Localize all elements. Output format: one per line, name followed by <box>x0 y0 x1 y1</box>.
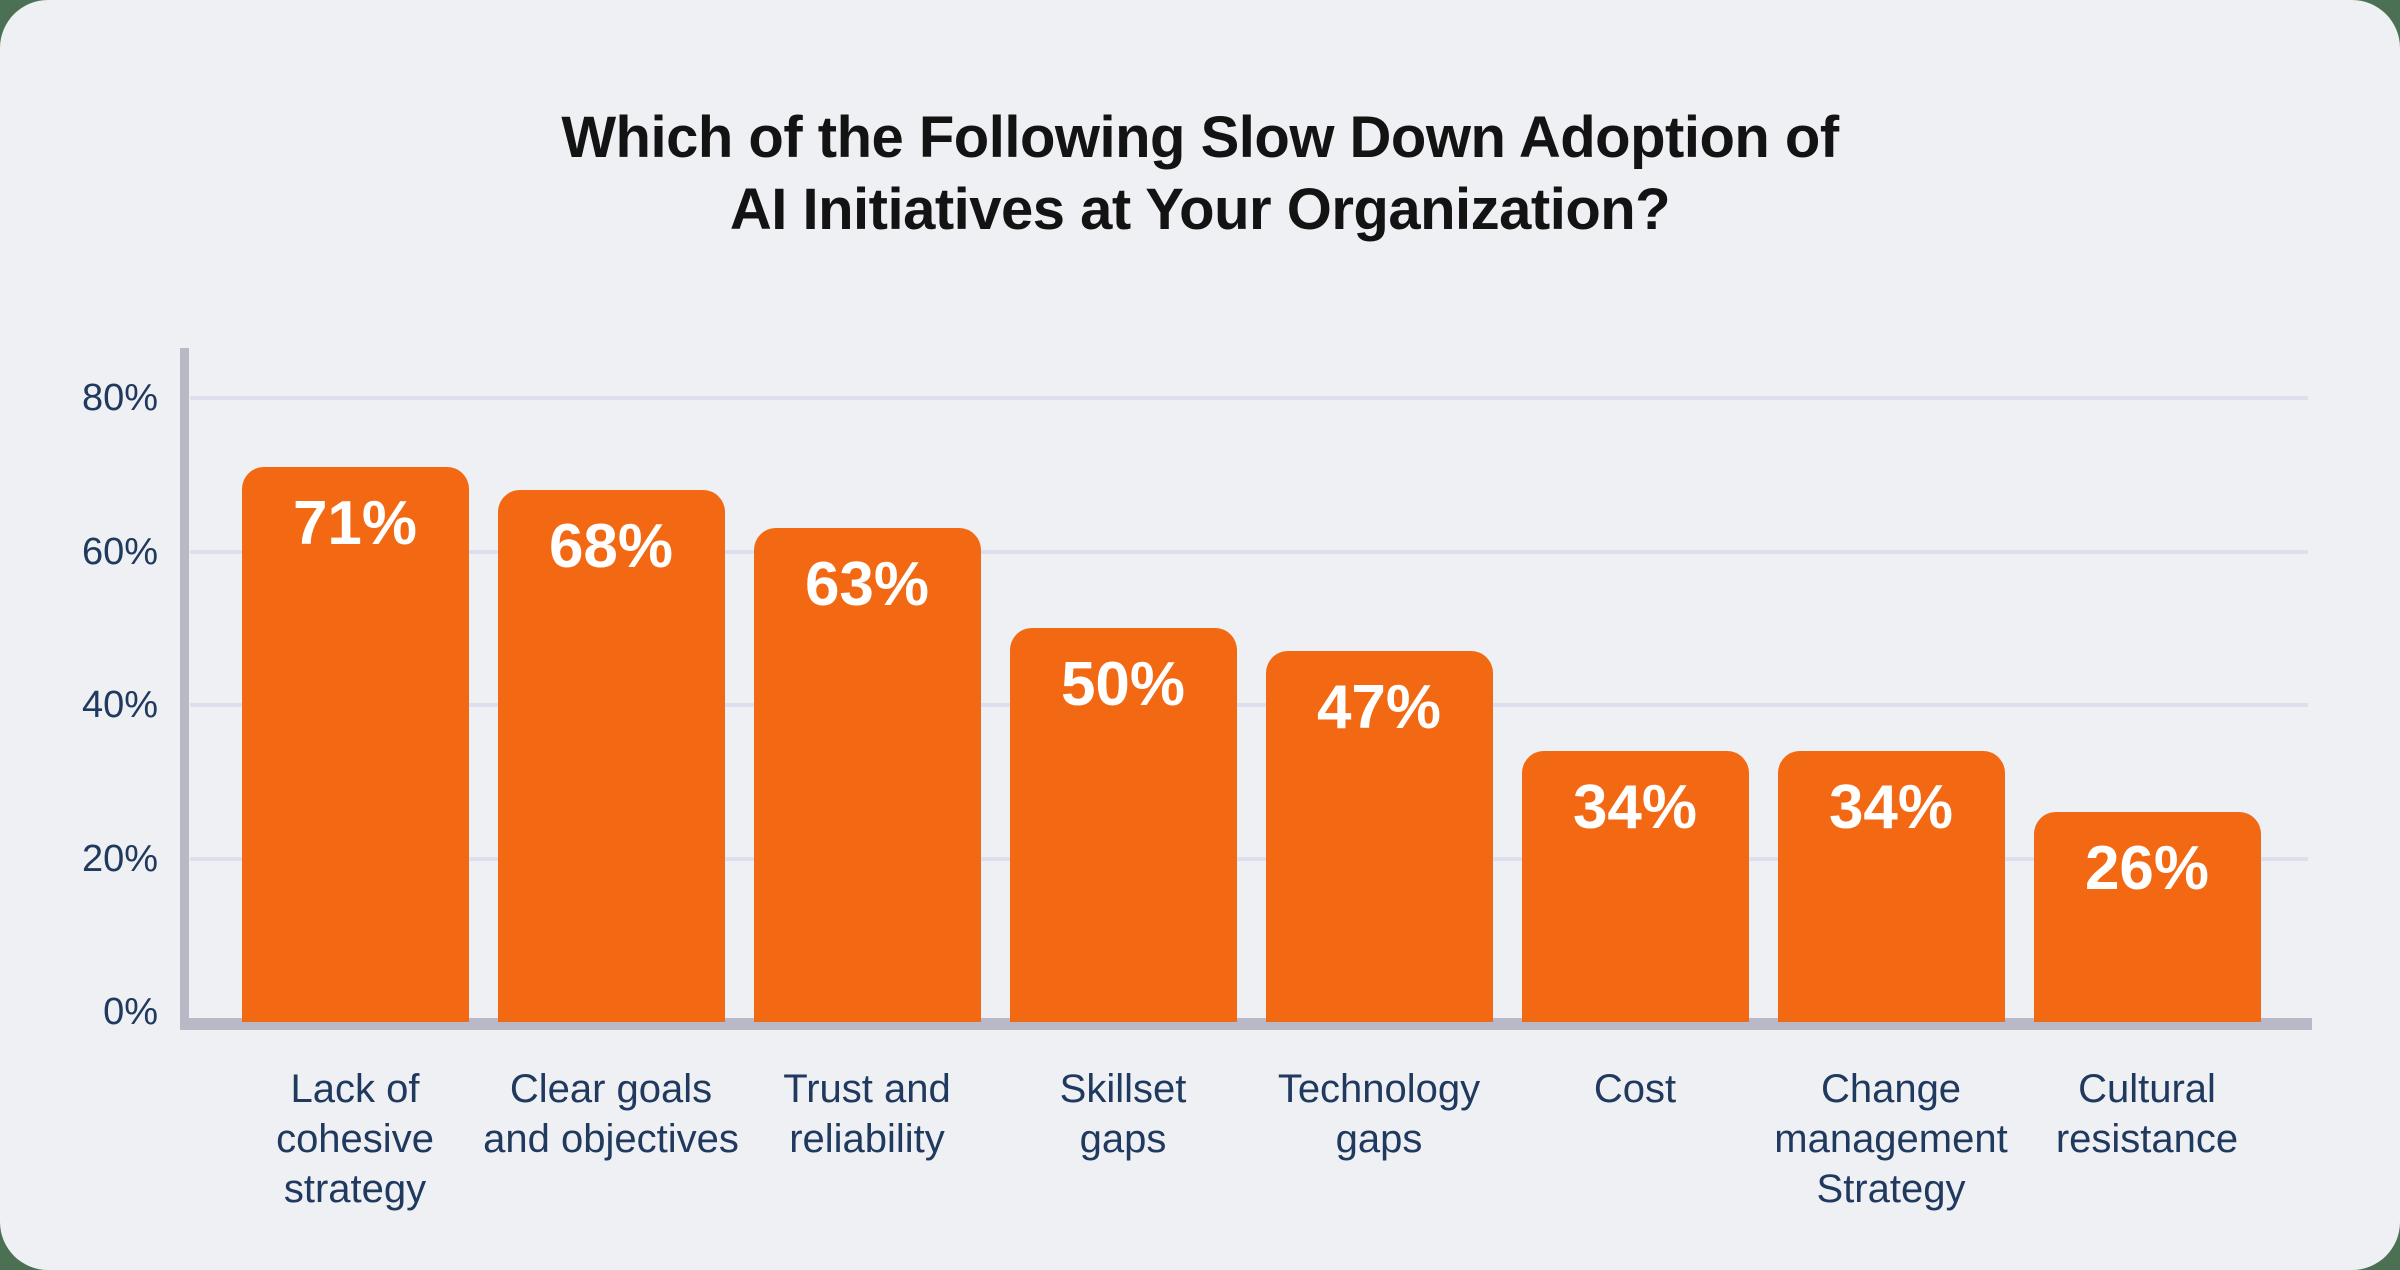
chart-title-line-2: AI Initiatives at Your Organization? <box>729 177 1671 242</box>
gridline-20 <box>190 856 2308 861</box>
x-category-label-1: Lack of cohesive strategy <box>276 1067 434 1211</box>
x-category-label-6: Cost <box>1593 1067 1677 1111</box>
bar-value-label: 71% <box>292 489 418 559</box>
bar-3: 63% <box>753 528 981 1022</box>
x-category-label-2: Clear goals and objectives <box>483 1067 739 1161</box>
gridline-80 <box>190 396 2308 400</box>
bar-value-label: 63% <box>804 550 930 620</box>
bar-value-label: 47% <box>1316 673 1442 743</box>
x-category-label-7: Change management Strategy <box>1774 1067 2008 1211</box>
bar-8: 26% <box>2033 812 2261 1022</box>
bar-value-label: 26% <box>2084 834 2210 904</box>
chart-title: Which of the Following Slow Down Adoptio… <box>0 102 2400 246</box>
bar-value-label: 34% <box>1572 773 1698 843</box>
bar-value-label: 50% <box>1060 650 1186 720</box>
gridline-60 <box>190 549 2308 554</box>
bar-7: 34% <box>1777 751 2005 1022</box>
y-tick-label-40: 40% <box>81 684 158 726</box>
bar-5: 47% <box>1265 651 1493 1022</box>
x-category-label-8: Cultural resistance <box>2055 1067 2239 1161</box>
bar-4: 50% <box>1009 628 1237 1022</box>
y-tick-label-80: 80% <box>81 377 158 419</box>
y-axis-line <box>180 348 189 1030</box>
bar-2: 68% <box>497 490 725 1022</box>
bar-value-label: 34% <box>1828 773 1954 843</box>
x-category-label-5: Technology gaps <box>1277 1067 1481 1161</box>
y-tick-label-60: 60% <box>81 530 158 573</box>
y-tick-label-20: 20% <box>81 837 158 880</box>
bar-value-label: 68% <box>548 512 674 582</box>
x-category-label-4: Skillset gaps <box>1059 1067 1187 1161</box>
chart-title-line-1: Which of the Following Slow Down Adoptio… <box>561 105 1839 170</box>
bar-6: 34% <box>1521 751 1749 1022</box>
x-category-label-3: Trust and reliability <box>783 1067 951 1161</box>
y-tick-label-0: 0% <box>103 991 158 1033</box>
bar-1: 71% <box>241 467 469 1022</box>
gridline-40 <box>190 703 2308 707</box>
